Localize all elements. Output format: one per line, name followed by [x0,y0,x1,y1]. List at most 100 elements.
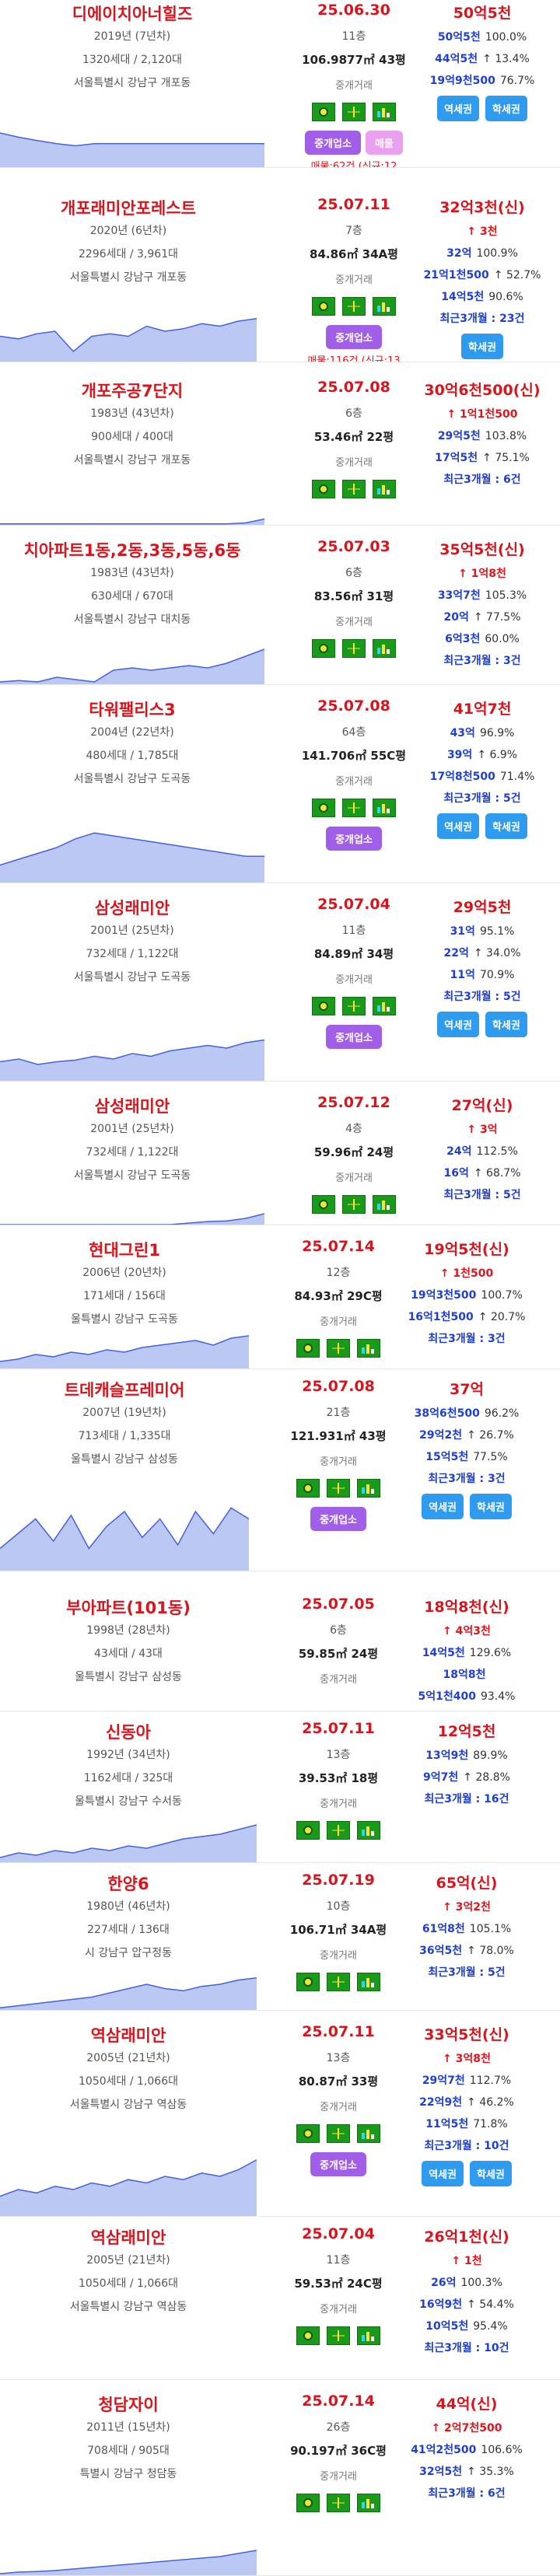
bar-chart-icon[interactable] [357,2124,380,2143]
complex-name[interactable]: 개포래미안포레스트 [61,199,196,218]
agent-button[interactable]: 중개업소 [310,2152,366,2176]
map-pin-icon[interactable] [312,1195,335,1214]
bar-chart-icon[interactable] [373,1195,396,1214]
recent-3m-count: 최근3개월 : 5건 [443,1189,521,1201]
school-area-button[interactable]: 학세권 [485,1012,527,1037]
complex-name[interactable]: 한양6 [107,1875,149,1893]
floor-plan-icon[interactable] [342,997,366,1015]
complex-name[interactable]: 타워팰리스3 [89,701,176,719]
map-pin-icon[interactable] [296,1479,320,1498]
trade-card[interactable]: 청담자이 2011년 (15년차) 708세대 / 905대 특별시 강남구 청담동 2… [0,2391,560,2576]
station-area-button[interactable]: 역세권 [437,1012,479,1037]
complex-name[interactable]: 디에이치아너힐즈 [72,5,193,23]
agent-button[interactable]: 중개업소 [305,131,361,155]
listing-button[interactable]: 매물 [365,131,403,155]
bar-chart-icon[interactable] [357,1339,380,1358]
floor-plan-icon[interactable] [342,799,366,817]
floor-plan-icon[interactable] [342,639,366,658]
complex-name[interactable]: 현대그린1 [89,1241,160,1260]
trade-card[interactable]: 치아파트1동,2동,3동,5동,6동 1983년 (43년차) 630세대 / 67… [0,537,560,685]
map-pin-icon[interactable] [312,799,335,817]
map-pin-icon[interactable] [312,297,335,316]
listing-count[interactable]: 매물:116건 (신규:13 [307,355,401,362]
bar-chart-icon[interactable] [357,1479,380,1498]
school-area-button[interactable]: 학세권 [470,2161,512,2186]
map-pin-icon[interactable] [312,103,335,121]
complex-name[interactable]: 신동아 [106,1723,151,1742]
trade-card[interactable]: 개포래미안포레스트 2020년 (6년차) 2296세대 / 3,961대 서울특별시… [0,194,560,362]
complex-name[interactable]: 삼성래미안 [94,1097,170,1116]
complex-name[interactable]: 청담자이 [98,2396,159,2414]
trade-card[interactable]: 역삼래미안 2005년 (21년차) 1050세대 / 1,066대 서울특별시 강남… [0,2022,560,2217]
map-pin-icon[interactable] [296,2326,320,2345]
compare-percent: 100.9% [476,247,518,260]
station-area-button[interactable]: 역세권 [422,1494,464,1519]
bar-chart-icon[interactable] [373,480,396,498]
complex-name[interactable]: 부아파트(101동) [66,1599,191,1617]
station-area-button[interactable]: 역세권 [437,96,479,121]
map-pin-icon[interactable] [296,1339,320,1358]
agent-button[interactable]: 중개업소 [310,1507,366,1531]
bar-chart-icon[interactable] [373,799,396,817]
station-area-button[interactable]: 역세권 [422,2161,464,2186]
floor-plan-icon[interactable] [342,103,366,121]
floor-plan-icon[interactable] [327,1339,350,1358]
map-pin-icon[interactable] [296,1821,320,1840]
bar-chart-icon[interactable] [373,639,396,658]
floor-plan-icon[interactable] [327,2326,350,2345]
bar-chart-icon[interactable] [357,2494,380,2512]
trade-card[interactable]: 타워팰리스3 2004년 (22년차) 480세대 / 1,785대 서울특별시 강남… [0,696,560,883]
trade-card[interactable]: 디에이치아너힐즈 2019년 (7년차) 1320세대 / 2,120대 서울특별시 … [0,0,560,168]
trade-card[interactable]: 트데캐슬프레미어 2007년 (19년차) 713세대 / 1,335대 울특별시 강… [0,1376,560,1571]
trade-card[interactable]: 개포주공7단지 1983년 (43년차) 900세대 / 400대 서울특별시 강남구… [0,377,560,526]
complex-name[interactable]: 개포주공7단지 [81,382,184,400]
bar-chart-icon[interactable] [373,297,396,316]
floor-plan-icon[interactable] [327,1821,350,1840]
school-area-button[interactable]: 학세권 [485,96,527,121]
trade-card[interactable]: 역삼래미안 2005년 (21년차) 1050세대 / 1,066대 서울특별시 강남… [0,2224,560,2380]
school-area-button[interactable]: 학세권 [485,813,527,839]
trade-card[interactable]: 한양6 1980년 (46년차) 227세대 / 136대 시 강남구 압구정동 25.… [0,1870,560,2011]
agent-button[interactable]: 중개업소 [326,1025,382,1049]
complex-name[interactable]: 역삼래미안 [90,2026,166,2045]
agent-button[interactable]: 중개업소 [326,325,382,349]
compare-price: 16억1천500 [408,1311,474,1323]
complex-name[interactable]: 삼성래미안 [94,899,170,918]
floor-plan-icon[interactable] [327,2494,350,2512]
bar-chart-icon[interactable] [357,1973,380,1991]
school-area-button[interactable]: 학세권 [461,334,503,359]
trade-card[interactable]: 현대그린1 2006년 (20년차) 171세대 / 156대 울특별시 강남구 도곡… [0,1236,560,1369]
bar-chart-icon[interactable] [373,997,396,1015]
compare-price: 11억5천 [425,2118,469,2130]
bar-chart-icon[interactable] [373,103,396,121]
station-area-button[interactable]: 역세권 [437,813,479,839]
exclusive-area: 59.96㎡ 24평 [313,1145,394,1159]
map-pin-icon[interactable] [296,2494,320,2512]
compare-percent: 112.5% [476,1145,518,1158]
map-pin-icon[interactable] [312,639,335,658]
map-pin-icon[interactable] [296,1973,320,1991]
floor-plan-icon[interactable] [342,1195,366,1214]
agent-button[interactable]: 중개업소 [326,827,382,851]
floor-plan-icon[interactable] [327,1973,350,1991]
complex-name[interactable]: 치아파트1동,2동,3동,5동,6동 [23,541,241,560]
trade-card[interactable]: 신동아 1992년 (34년차) 1162세대 / 325대 울특별시 강남구 수서동… [0,1718,560,1863]
floor-plan-icon[interactable] [342,480,366,498]
household-parking: 2296세대 / 3,961대 [79,248,178,260]
trade-card[interactable]: 부아파트(101동) 1998년 (28년차) 43세대 / 43대 울특별시 강남구… [0,1594,560,1711]
bar-chart-icon[interactable] [357,1821,380,1840]
trade-card[interactable]: 삼성래미안 2001년 (25년차) 732세대 / 1,122대 서울특별시 강남구… [0,1092,560,1225]
floor-level: 11층 [341,30,366,43]
map-pin-icon[interactable] [312,997,335,1015]
trade-card[interactable]: 삼성래미안 2001년 (25년차) 732세대 / 1,122대 서울특별시 강남구… [0,894,560,1082]
floor-plan-icon[interactable] [327,1479,350,1498]
floor-plan-icon[interactable] [327,2124,350,2143]
bar-chart-icon[interactable] [357,2326,380,2345]
complex-name[interactable]: 트데캐슬프레미어 [64,1381,185,1400]
map-pin-icon[interactable] [312,480,335,498]
listing-count[interactable]: 매물:62건 (신규:12 [310,161,397,168]
floor-plan-icon[interactable] [342,297,366,316]
map-pin-icon[interactable] [296,2124,320,2143]
school-area-button[interactable]: 학세권 [470,1494,512,1519]
complex-name[interactable]: 역삼래미안 [90,2228,166,2247]
